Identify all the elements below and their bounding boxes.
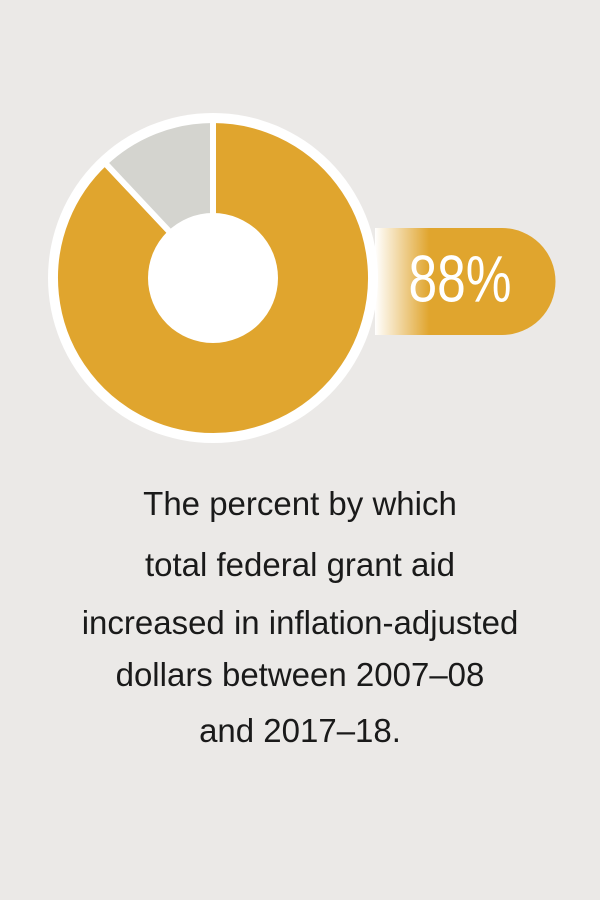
caption-line: The percent by which (143, 485, 457, 522)
caption-line: dollars between 2007–08 (116, 656, 485, 693)
value-label: 88% (408, 241, 511, 316)
caption-line: total federal grant aid (145, 546, 455, 583)
label-pill (375, 228, 556, 335)
donut-hole (148, 213, 278, 343)
caption: The percent by which total federal grant … (82, 485, 519, 749)
caption-line: and 2017–18. (199, 712, 401, 749)
caption-line: increased in inflation-adjusted (82, 604, 519, 641)
